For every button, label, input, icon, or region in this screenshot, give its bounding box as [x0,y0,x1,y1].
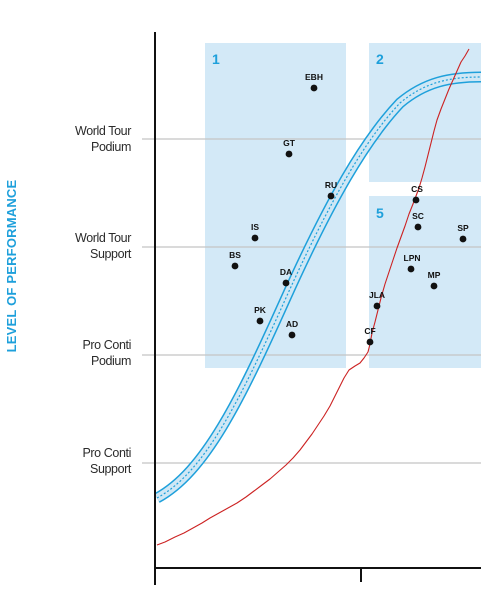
level-label-world-tour-podium: World Tour Podium [75,123,131,155]
rider-mp: MP [428,270,441,290]
rider-label: MP [428,270,441,280]
rider-pk: PK [254,305,267,325]
rider-point [288,331,296,339]
rider-label: SP [457,223,469,233]
rider-label: GT [283,138,296,148]
rider-label: JLA [369,290,385,300]
rider-sc: SC [412,211,424,231]
level-label-line1: World Tour [75,231,131,245]
level-label-line2: Support [90,247,131,261]
rider-point [327,192,335,200]
level-label-pro-conti-support: Pro Conti Support [82,445,131,477]
rider-ru: RU [325,180,337,200]
rider-label: CS [411,184,423,194]
rider-label: BS [229,250,241,260]
rider-point [251,234,259,242]
rider-point [310,84,318,92]
rider-jla: JLA [369,290,385,310]
level-label-line2: Podium [91,140,131,154]
rider-point [366,338,374,346]
level-label-world-tour-support: World Tour Support [75,230,131,262]
rider-point [373,302,381,310]
rider-label: IS [251,222,259,232]
rider-gt: GT [283,138,296,158]
zone-5-box [369,196,481,368]
rider-label: CF [364,326,375,336]
actual-trajectory-line [156,48,470,546]
rider-da: DA [280,267,292,287]
rider-ad: AD [286,319,298,339]
zone-2-label: 2 [376,51,384,67]
level-label-line2: Support [90,462,131,476]
rider-label: LPN [404,253,421,263]
rider-point [430,282,438,290]
rider-point [407,265,415,273]
level-label-line1: Pro Conti [82,446,131,460]
zone-1-label: 1 [212,51,220,67]
rider-label: RU [325,180,337,190]
rider-sp: SP [457,223,469,243]
rider-is: IS [251,222,259,242]
rider-label: DA [280,267,292,277]
expected-progression-band [154,71,481,503]
rider-label: EBH [305,72,323,82]
rider-bs: BS [229,250,241,270]
rider-ebh: EBH [305,72,323,92]
rider-point [282,279,290,287]
rider-label: AD [286,319,298,329]
level-label-line1: World Tour [75,124,131,138]
level-label-line2: Podium [91,354,131,368]
level-label-line1: Pro Conti [82,338,131,352]
rider-lpn: LPN [404,253,421,273]
rider-cs: CS [411,184,423,204]
rider-point [414,223,422,231]
rider-cf: CF [364,326,376,346]
rider-point [459,235,467,243]
rider-point [256,317,264,325]
rider-label: SC [412,211,424,221]
level-label-pro-conti-podium: Pro Conti Podium [82,337,131,369]
rider-point [412,196,420,204]
y-axis-title: LEVEL OF PERFORMANCE [4,179,19,353]
rider-point [231,262,239,270]
zone-5-label: 5 [376,205,384,221]
rider-label: PK [254,305,267,315]
rider-point [285,150,293,158]
